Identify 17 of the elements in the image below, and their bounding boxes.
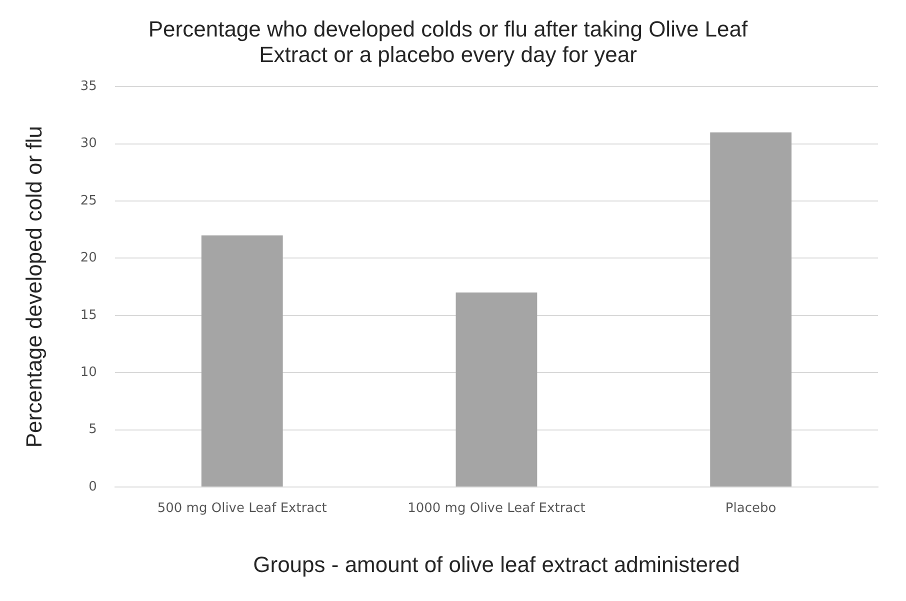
y-tick-label: 30 [80, 136, 97, 152]
y-tick-label: 5 [88, 422, 97, 438]
y-tick-label: 15 [80, 308, 97, 323]
bar [456, 292, 538, 486]
bar [201, 235, 283, 486]
x-tick-label: Placebo [725, 501, 776, 516]
y-tick-label: 25 [80, 193, 97, 208]
x-tick-label: 500 mg Olive Leaf Extract [157, 501, 327, 516]
x-tick-label: 1000 mg Olive Leaf Extract [408, 501, 586, 516]
y-tick-label: 0 [88, 479, 97, 494]
bar [710, 132, 792, 486]
y-axis-title: Percentage developed cold or flu [21, 126, 46, 448]
x-axis-title: Groups - amount of olive leaf extract administered [253, 552, 740, 577]
y-tick-label: 20 [80, 250, 97, 266]
y-tick-label: 10 [80, 364, 97, 380]
chart-title: Percentage who developed colds or flu after taking Olive Leaf Extract or a placebo every day for year [148, 16, 749, 68]
y-tick-label: 35 [80, 78, 97, 94]
